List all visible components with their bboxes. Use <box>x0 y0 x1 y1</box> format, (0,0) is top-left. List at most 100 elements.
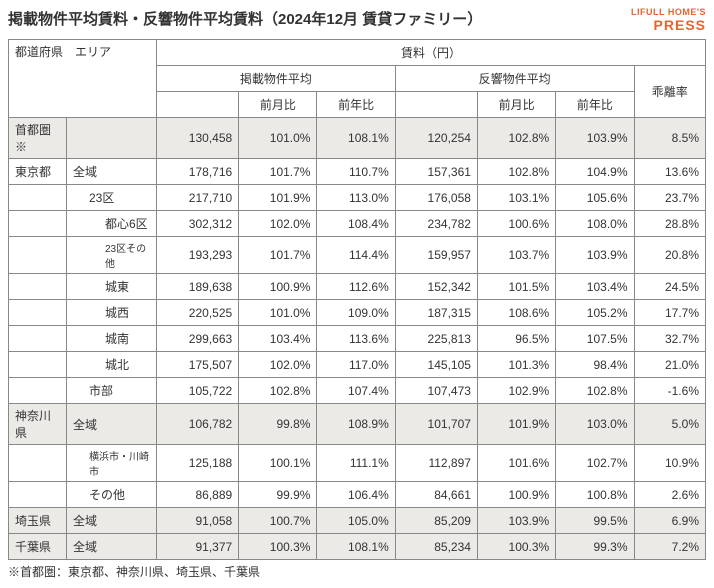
cell-value: 100.7% <box>239 508 317 534</box>
cell-value: 101.3% <box>477 352 555 378</box>
hdr-listed-yoy: 前年比 <box>317 92 395 118</box>
table-row: 都心6区302,312102.0%108.4%234,782100.6%108.… <box>9 211 706 237</box>
cell-value: 108.9% <box>317 404 395 445</box>
table-row: 城南299,663103.4%113.6%225,81396.5%107.5%3… <box>9 326 706 352</box>
cell-value: 103.0% <box>556 404 634 445</box>
cell-value: 193,293 <box>157 237 239 274</box>
cell-pref <box>9 185 67 211</box>
brand-bottom: PRESS <box>631 18 706 33</box>
cell-value: 113.0% <box>317 185 395 211</box>
cell-value: 145,105 <box>395 352 477 378</box>
cell-value: 10.9% <box>634 445 706 482</box>
cell-value: 13.6% <box>634 159 706 185</box>
cell-value: 5.0% <box>634 404 706 445</box>
cell-value: 101.9% <box>239 185 317 211</box>
cell-area: 23区 <box>67 185 157 211</box>
cell-value: 101.0% <box>239 300 317 326</box>
cell-area: 全域 <box>67 508 157 534</box>
cell-value: 111.1% <box>317 445 395 482</box>
cell-value: 120,254 <box>395 118 477 159</box>
cell-pref: 埼玉県 <box>9 508 67 534</box>
cell-value: 101.0% <box>239 118 317 159</box>
cell-value: 108.6% <box>477 300 555 326</box>
cell-value: 6.9% <box>634 508 706 534</box>
cell-value: 86,889 <box>157 482 239 508</box>
cell-value: 113.6% <box>317 326 395 352</box>
page-title: 掲載物件平均賃料・反響物件平均賃料（2024年12月 賃貸ファミリー） <box>8 8 482 29</box>
cell-area: 23区その他 <box>67 237 157 274</box>
cell-value: 189,638 <box>157 274 239 300</box>
brand-logo: LIFULL HOME'S PRESS <box>631 8 706 33</box>
cell-pref <box>9 482 67 508</box>
cell-value: 234,782 <box>395 211 477 237</box>
cell-value: 107.5% <box>556 326 634 352</box>
cell-value: 176,058 <box>395 185 477 211</box>
table-row: その他86,88999.9%106.4%84,661100.9%100.8%2.… <box>9 482 706 508</box>
cell-value: 7.2% <box>634 534 706 560</box>
cell-value: 102.8% <box>477 159 555 185</box>
table-row: 横浜市・川崎市125,188100.1%111.1%112,897101.6%1… <box>9 445 706 482</box>
cell-value: 105,722 <box>157 378 239 404</box>
table-row: 城西220,525101.0%109.0%187,315108.6%105.2%… <box>9 300 706 326</box>
table-row: 埼玉県全域91,058100.7%105.0%85,209103.9%99.5%… <box>9 508 706 534</box>
table-row: 23区その他193,293101.7%114.4%159,957103.7%10… <box>9 237 706 274</box>
cell-value: 103.9% <box>556 118 634 159</box>
cell-value: 157,361 <box>395 159 477 185</box>
table-row: 千葉県全域91,377100.3%108.1%85,234100.3%99.3%… <box>9 534 706 560</box>
cell-value: 102.8% <box>239 378 317 404</box>
cell-area: 城北 <box>67 352 157 378</box>
cell-value: 152,342 <box>395 274 477 300</box>
cell-pref: 神奈川県 <box>9 404 67 445</box>
cell-pref <box>9 326 67 352</box>
cell-value: 91,377 <box>157 534 239 560</box>
cell-value: 108.1% <box>317 118 395 159</box>
cell-value: 32.7% <box>634 326 706 352</box>
cell-value: 101.7% <box>239 159 317 185</box>
cell-value: 178,716 <box>157 159 239 185</box>
cell-value: 101.5% <box>477 274 555 300</box>
rent-table: 都道府県 エリア 賃料（円） 掲載物件平均 反響物件平均 乖離率 前月比 前年比… <box>8 39 706 560</box>
hdr-divergence: 乖離率 <box>634 66 706 118</box>
cell-value: 20.8% <box>634 237 706 274</box>
cell-value: 101.7% <box>239 237 317 274</box>
cell-value: 91,058 <box>157 508 239 534</box>
cell-value: 220,525 <box>157 300 239 326</box>
cell-area: 城西 <box>67 300 157 326</box>
cell-pref: 千葉県 <box>9 534 67 560</box>
cell-pref <box>9 274 67 300</box>
cell-area: 都心6区 <box>67 211 157 237</box>
hdr-listed-avg: 掲載物件平均 <box>157 66 396 92</box>
cell-pref: 東京都 <box>9 159 67 185</box>
cell-value: 225,813 <box>395 326 477 352</box>
cell-value: 84,661 <box>395 482 477 508</box>
cell-value: 217,710 <box>157 185 239 211</box>
cell-value: 103.4% <box>556 274 634 300</box>
cell-value: 100.3% <box>477 534 555 560</box>
cell-area: 全域 <box>67 534 157 560</box>
cell-value: 101.6% <box>477 445 555 482</box>
table-row: 城北175,507102.0%117.0%145,105101.3%98.4%2… <box>9 352 706 378</box>
footnote: ※首都圏：東京都、神奈川県、埼玉県、千葉県 <box>8 563 706 580</box>
cell-value: 104.9% <box>556 159 634 185</box>
hdr-listed-mom: 前月比 <box>239 92 317 118</box>
cell-value: 108.0% <box>556 211 634 237</box>
hdr-rent: 賃料（円） <box>157 40 706 66</box>
table-row: 23区217,710101.9%113.0%176,058103.1%105.6… <box>9 185 706 211</box>
cell-value: 187,315 <box>395 300 477 326</box>
cell-value: 103.7% <box>477 237 555 274</box>
cell-value: 100.9% <box>239 274 317 300</box>
cell-value: 28.8% <box>634 211 706 237</box>
table-row: 市部105,722102.8%107.4%107,473102.9%102.8%… <box>9 378 706 404</box>
cell-value: 99.8% <box>239 404 317 445</box>
cell-value: 8.5% <box>634 118 706 159</box>
cell-value: 109.0% <box>317 300 395 326</box>
cell-value: 85,209 <box>395 508 477 534</box>
cell-value: 85,234 <box>395 534 477 560</box>
hdr-listed-val <box>157 92 239 118</box>
cell-value: 114.4% <box>317 237 395 274</box>
cell-value: 117.0% <box>317 352 395 378</box>
cell-value: 105.2% <box>556 300 634 326</box>
cell-value: 108.4% <box>317 211 395 237</box>
cell-value: 98.4% <box>556 352 634 378</box>
cell-value: 100.9% <box>477 482 555 508</box>
